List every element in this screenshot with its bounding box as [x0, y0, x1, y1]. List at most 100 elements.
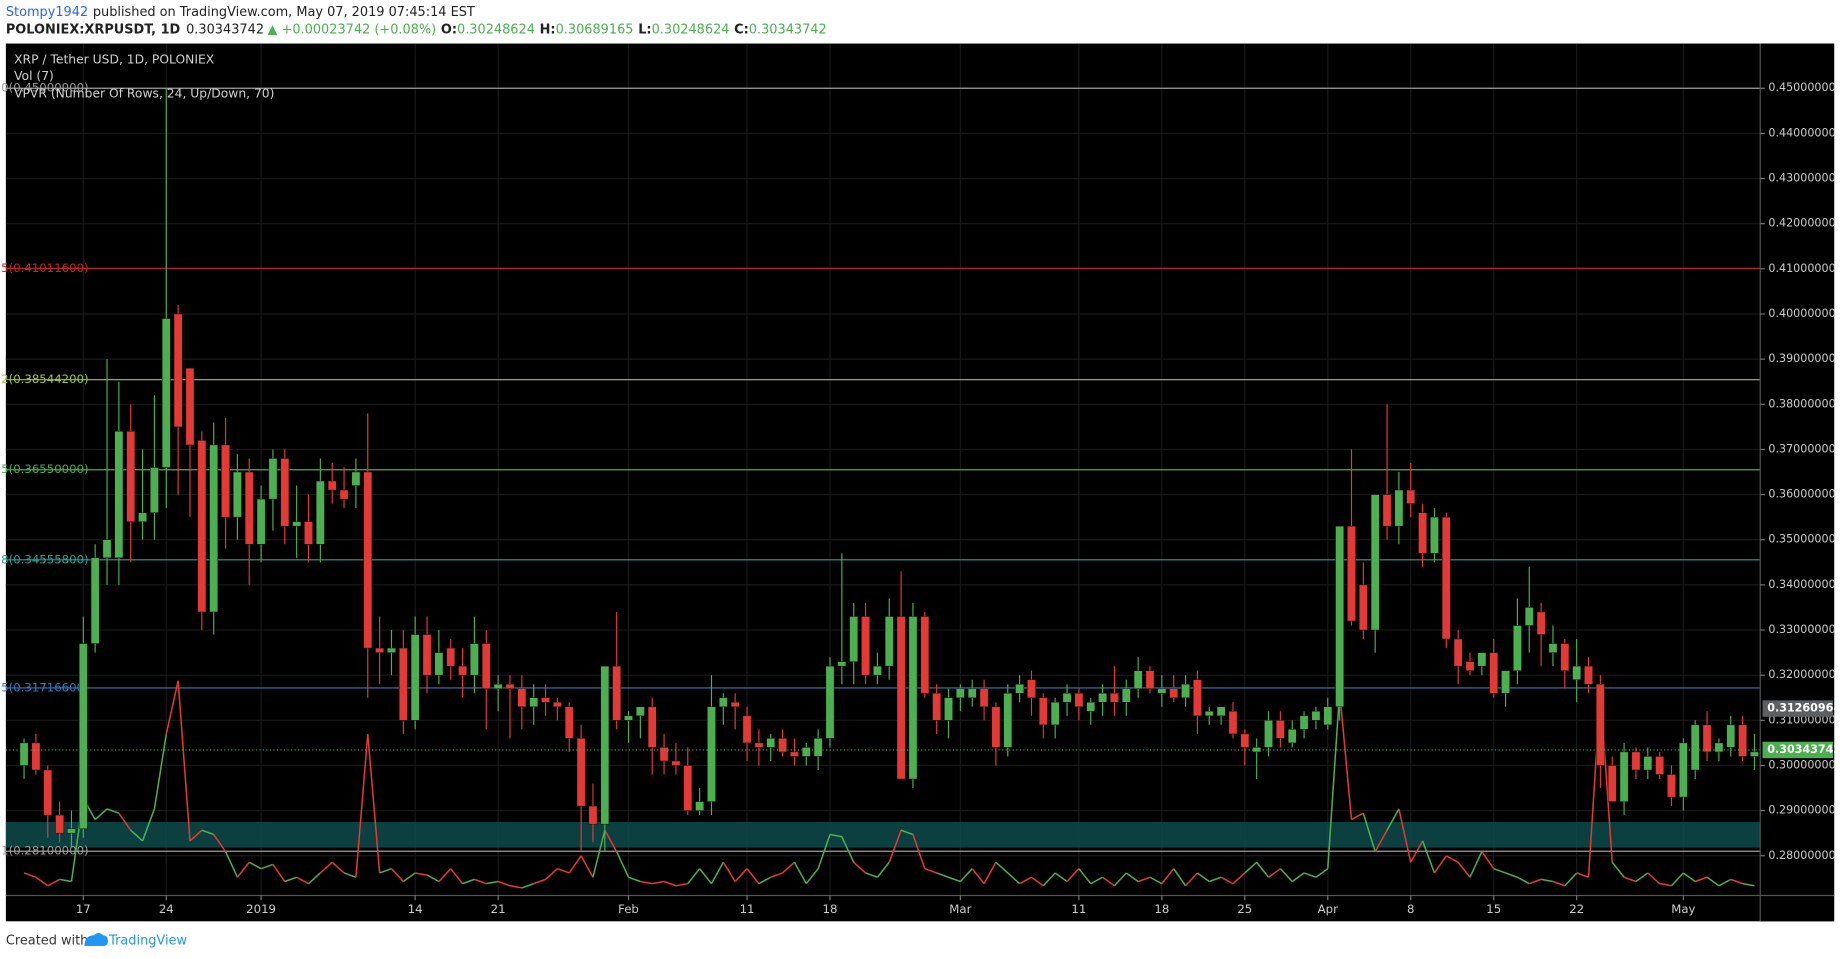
volume-segment: [1220, 876, 1234, 885]
volume-segment: [189, 829, 203, 842]
candle-body: [1406, 489, 1416, 504]
volume-segment: [592, 830, 606, 878]
candle-body: [813, 738, 823, 757]
candle-body: [292, 521, 301, 527]
volume-segment: [876, 861, 890, 878]
volume-segment: [1031, 876, 1044, 887]
x-tick-label: Feb: [618, 902, 639, 916]
candle-body: [1643, 756, 1653, 771]
volume-segment: [1481, 851, 1495, 870]
candle-body: [766, 738, 776, 748]
candle-body: [671, 760, 681, 766]
candle-body: [695, 801, 704, 811]
candle-body: [339, 489, 349, 500]
candle-body: [1572, 665, 1582, 680]
volume-segment: [474, 878, 487, 885]
volume-segment: [722, 861, 736, 882]
candle-body: [1038, 697, 1048, 726]
candle-body: [1323, 706, 1333, 726]
ohlc-value: 0.30343742: [749, 22, 827, 37]
candle-body: [1121, 688, 1131, 703]
candle-body: [1489, 652, 1499, 694]
volume-segment: [1315, 868, 1329, 878]
candle-body: [209, 444, 219, 613]
volume-segment: [1445, 855, 1459, 863]
volume-segment: [1730, 878, 1743, 885]
candle-body: [730, 702, 740, 708]
candle-body: [1358, 584, 1368, 631]
y-tick-label: 0.36000000: [1768, 488, 1835, 501]
candle-body: [612, 665, 621, 721]
x-tick-label: 18: [823, 902, 838, 916]
candle-body: [161, 318, 171, 468]
volume-segment: [1469, 851, 1483, 878]
x-tick-label: 14: [408, 902, 423, 916]
volume-segment: [1564, 872, 1578, 887]
volume-segment: [415, 872, 428, 876]
volume-segment: [1517, 876, 1530, 885]
candle-body: [1501, 670, 1510, 694]
candle-body: [398, 647, 408, 721]
zone: [5, 821, 1761, 848]
footer-brand[interactable]: TradingView: [108, 934, 187, 949]
candle-body: [707, 706, 716, 802]
candle-body: [588, 805, 598, 825]
candle-body: [363, 471, 373, 649]
candle-body: [244, 471, 254, 545]
volume-segment: [1102, 876, 1115, 887]
candle-body: [458, 665, 467, 676]
candle-body: [1524, 607, 1534, 626]
candle-body: [505, 683, 515, 689]
x-tick-label: Apr: [1318, 902, 1338, 916]
volume-segment: [165, 680, 179, 735]
candle-body: [434, 652, 444, 676]
candle-body: [991, 706, 1001, 748]
volume-segment: [23, 872, 37, 878]
candle-body: [790, 751, 799, 757]
tradingview-logo[interactable]: TradingView: [84, 933, 187, 949]
volume-segment: [509, 885, 522, 889]
candle-body: [541, 697, 550, 703]
chart-title: XRP / Tether USD, 1D, POLONIEX: [14, 52, 215, 66]
volume-segment: [995, 861, 1009, 874]
volume-segment: [450, 868, 464, 885]
candle-body: [920, 616, 930, 694]
volume-segment: [379, 867, 392, 874]
candle-body: [481, 643, 491, 689]
candle-body: [1335, 525, 1344, 708]
candle-body: [1477, 652, 1487, 667]
volume-segment: [343, 872, 357, 878]
volume-segment: [1007, 872, 1021, 885]
candle-body: [1726, 724, 1736, 748]
candle-body: [884, 616, 894, 667]
volume-segment: [521, 882, 534, 889]
volume-segment: [1398, 808, 1412, 863]
plot: 0(0.45000000) 5(0.41011600) 2(0.38544200) 5…: [1, 43, 1840, 922]
candle-body: [78, 643, 88, 829]
candle-body: [446, 647, 456, 667]
volume-segment: [1457, 861, 1471, 878]
volume-segment: [296, 876, 309, 885]
ohlc-value: 0.30248624: [652, 22, 730, 37]
candle-body: [1062, 692, 1072, 703]
volume-segment: [331, 861, 345, 874]
y-tick-label: 0.38000000: [1768, 397, 1835, 410]
volume-segment: [829, 833, 842, 838]
volume-segment: [284, 876, 297, 883]
x-tick-label: 15: [1486, 902, 1501, 916]
x-tick-label: 11: [1071, 902, 1086, 916]
volume-segment: [793, 861, 807, 885]
indicator-legend: Vol (7): [14, 69, 54, 83]
candle-body: [1264, 720, 1273, 748]
candle-body: [1738, 724, 1747, 757]
candle-body: [1690, 724, 1700, 771]
author[interactable]: Stompy1942: [6, 4, 88, 19]
volume-segment: [1338, 691, 1353, 820]
volume-segment: [1054, 872, 1068, 883]
candle-body: [1596, 683, 1605, 766]
volume-segment: [912, 834, 926, 869]
volume-segment: [1421, 840, 1436, 874]
candle-body: [1074, 692, 1084, 708]
y-tick-label: 0.35000000: [1768, 533, 1835, 546]
volume-segment: [782, 861, 795, 874]
